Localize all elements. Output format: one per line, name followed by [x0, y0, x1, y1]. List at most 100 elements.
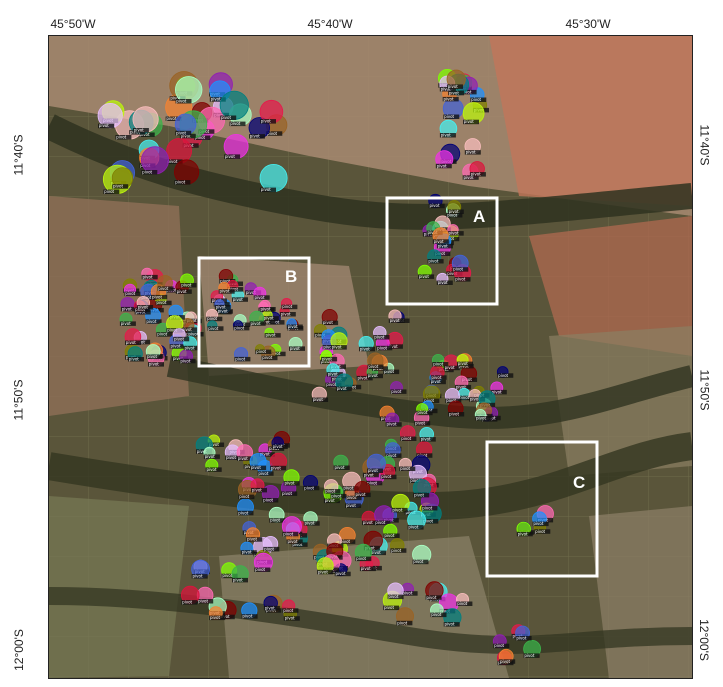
- pivot-detection-marker: pivot: [174, 113, 197, 136]
- inset-label-a: A: [473, 207, 485, 226]
- pivot-detection-label: pivot: [401, 436, 411, 441]
- farmland-region: [49, 196, 189, 416]
- pivot-detection-marker: pivot: [399, 425, 417, 441]
- pivot-detection-label: pivot: [290, 346, 300, 351]
- pivot-detection-marker: pivot: [330, 332, 348, 350]
- pivot-detection-label: pivot: [116, 135, 126, 140]
- pivot-detection-marker: pivot: [462, 102, 485, 125]
- pivot-detection-label: pivot: [104, 189, 114, 194]
- pivot-detection-marker: pivot: [180, 273, 197, 288]
- pivot-detection-marker: pivot: [427, 249, 444, 264]
- latitude-tick-label-right: 11°40'S: [697, 124, 712, 166]
- pivot-detection-label: pivot: [283, 531, 293, 536]
- pivot-detection-label: pivot: [386, 453, 396, 458]
- pivot-detection-label: pivot: [99, 123, 109, 128]
- pivot-detection-marker: pivot: [141, 146, 170, 175]
- pivot-detection-marker: pivot: [302, 474, 320, 491]
- pivot-detection-label: pivot: [282, 491, 292, 496]
- pivot-detection-marker: pivot: [145, 344, 163, 359]
- pivot-detection-label: pivot: [173, 356, 183, 361]
- pivot-detection-label: pivot: [494, 643, 504, 648]
- satellite-map: pivot pivot pivot pivot pivot pivot pivot pivot…: [48, 35, 693, 679]
- pivot-detection-label: pivot: [282, 304, 292, 309]
- pivot-detection-label: pivot: [414, 492, 424, 497]
- pivot-detection-label: pivot: [230, 121, 240, 126]
- pivot-detection-label: pivot: [238, 456, 248, 461]
- pivot-detection-marker: pivot: [250, 478, 267, 493]
- pivot-detection-label: pivot: [476, 416, 486, 421]
- pivot-detection-label: pivot: [149, 362, 159, 367]
- pivot-detection-marker: pivot: [439, 119, 458, 138]
- pivot-detection-label: pivot: [182, 327, 192, 332]
- pivot-detection-label: pivot: [419, 274, 429, 279]
- pivot-detection-label: pivot: [431, 612, 441, 617]
- pivot-detection-label: pivot: [384, 533, 394, 538]
- pivot-detection-label: pivot: [445, 365, 455, 370]
- pivot-detection-marker: pivot: [532, 511, 549, 527]
- pivot-detection-marker: pivot: [390, 538, 407, 553]
- pivot-detection-label: pivot: [446, 398, 456, 403]
- pivot-detection-label: pivot: [271, 465, 281, 470]
- pivot-detection-marker: pivot: [223, 134, 249, 159]
- pivot-detection-label: pivot: [417, 453, 427, 458]
- farmland-region: [489, 36, 692, 206]
- pivot-detection-label: pivot: [246, 290, 256, 295]
- pivot-detection-marker: pivot: [132, 106, 159, 133]
- pivot-detection-label: pivot: [255, 567, 265, 572]
- pivot-detection-marker: pivot: [398, 457, 416, 471]
- pivot-detection-marker: pivot: [205, 458, 222, 472]
- pivot-detection-label: pivot: [256, 349, 266, 354]
- pivot-detection-label: pivot: [285, 481, 295, 486]
- pivot-detection-label: pivot: [447, 213, 457, 218]
- pivot-detection-label: pivot: [448, 84, 458, 89]
- pivot-detection-marker: pivot: [354, 543, 372, 562]
- pivot-detection-label: pivot: [209, 442, 219, 447]
- pivot-detection-label: pivot: [400, 466, 410, 471]
- pivot-detection-marker: pivot: [391, 493, 410, 513]
- pivot-detection-marker: pivot: [281, 297, 298, 310]
- pivot-detection-label: pivot: [205, 454, 215, 459]
- inset-box-a: A: [385, 196, 499, 306]
- pivot-detection-marker: pivot: [468, 388, 486, 402]
- pivot-detection-marker: pivot: [455, 593, 473, 607]
- pivot-detection-label: pivot: [323, 344, 333, 349]
- pivot-detection-label: pivot: [428, 259, 438, 264]
- pivot-detection-label: pivot: [288, 324, 298, 329]
- pivot-detection-label: pivot: [449, 209, 459, 214]
- pivot-detection-label: pivot: [335, 465, 345, 470]
- pivot-detection-label: pivot: [413, 559, 423, 564]
- pivot-detection-label: pivot: [157, 332, 167, 337]
- pivot-detection-label: pivot: [261, 307, 271, 312]
- pivot-detection-label: pivot: [222, 573, 232, 578]
- pivot-detection-label: pivot: [264, 546, 274, 551]
- pivot-detection-label: pivot: [255, 295, 265, 300]
- pivot-detection-label: pivot: [147, 354, 157, 359]
- pivot-detection-label: pivot: [440, 608, 450, 613]
- pivot-detection-label: pivot: [421, 437, 431, 442]
- pivot-detection-marker: pivot: [288, 336, 305, 351]
- pivot-detection-label: pivot: [261, 119, 271, 124]
- pivot-detection-label: pivot: [325, 489, 335, 494]
- pivot-detection-label: pivot: [125, 291, 135, 296]
- pivot-detection-marker: pivot: [469, 161, 486, 177]
- pivot-detection-label: pivot: [247, 537, 257, 542]
- pivot-detection-marker: pivot: [218, 268, 236, 284]
- pivot-detection-label: pivot: [228, 287, 238, 292]
- pivot-detection-label: pivot: [262, 355, 272, 360]
- latitude-tick-label-left: 11°50'S: [11, 379, 26, 421]
- pivot-detection-label: pivot: [273, 444, 283, 449]
- river-valley: [49, 432, 692, 521]
- pivot-detection-label: pivot: [449, 90, 459, 95]
- pivot-detection-label: pivot: [406, 510, 416, 515]
- pivot-detection-marker: pivot: [412, 544, 432, 565]
- pivot-detection-marker: pivot: [366, 453, 386, 473]
- pivot-detection-label: pivot: [431, 379, 441, 384]
- pivot-detection-label: pivot: [423, 519, 433, 524]
- pivot-detection-label: pivot: [156, 300, 166, 305]
- pivot-detection-label: pivot: [441, 87, 451, 92]
- pivot-detection-label: pivot: [220, 279, 230, 284]
- pivot-detection-marker: pivot: [281, 516, 302, 537]
- pivot-detection-marker: pivot: [447, 400, 465, 417]
- pivot-detection-label: pivot: [292, 542, 302, 547]
- pivot-detection-label: pivot: [216, 304, 226, 309]
